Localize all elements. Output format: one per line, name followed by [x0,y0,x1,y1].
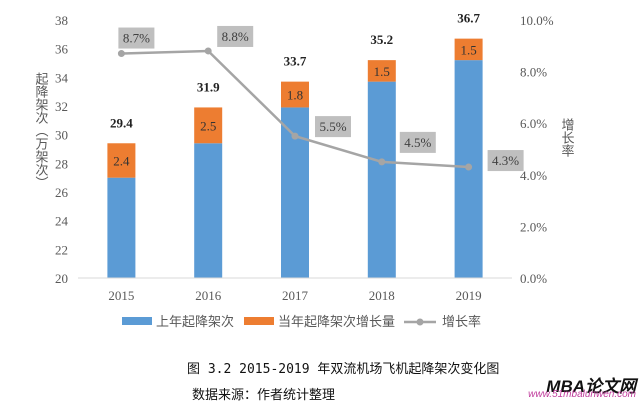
y-tick-label: 36 [55,42,69,57]
y-tick-label: 28 [55,156,68,171]
y-right-tick-label: 10.0% [520,13,554,28]
total-data-label: 33.7 [284,54,307,69]
growth-label-box [487,150,524,172]
legend-swatch-base [122,317,152,325]
total-data-label: 35.2 [370,32,393,47]
legend-label-line: 增长率 [442,314,481,330]
legend-swatch-point [416,318,424,326]
y-tick-label: 30 [55,128,68,143]
bar-base [194,143,223,278]
x-tick-label: 2016 [195,288,222,303]
total-data-label: 31.9 [197,79,220,94]
growth-label-box [399,131,436,153]
bar-base [367,81,396,278]
growth-data-label: 4.5% [404,135,431,150]
y-right-tick-label: 8.0% [520,65,547,80]
growth-data-label: 8.7% [123,31,150,46]
y-tick-label: 22 [55,242,68,257]
legend-swatch-increase [244,317,274,325]
y-right-tick-label: 2.0% [520,219,547,234]
total-data-label: 36.7 [457,11,480,26]
y-tick-label: 20 [55,271,68,286]
y-tick-label: 34 [55,70,69,85]
x-tick-label: 2019 [456,288,482,303]
growth-data-label: 8.8% [222,29,249,44]
growth-rate-point [117,50,125,58]
growth-label-box [217,25,254,47]
y-right-axis-title: 增长率 [559,118,575,157]
increase-data-label: 1.5 [374,64,390,79]
bar-increase [107,143,136,178]
x-tick-label: 2018 [369,288,395,303]
y-tick-label: 24 [55,214,69,229]
growth-rate-point [204,47,212,55]
increase-data-label: 2.5 [200,118,216,133]
x-tick-label: 2015 [108,288,134,303]
watermark-logo: MBA论文网 [546,377,636,396]
growth-label-box [315,116,351,138]
growth-rate-point [378,158,386,166]
bar-increase [454,38,483,61]
figure-caption: 图 3.2 2015-2019 年双流机场飞机起降架次变化图 [187,362,500,377]
y-axis-title: 起降架次（万架次） [33,72,49,189]
growth-rate-point [465,163,473,171]
legend-label-base: 上年起降架次 [156,314,234,330]
increase-data-label: 1.5 [460,42,476,57]
y-right-tick-label: 4.0% [520,168,547,183]
total-data-label: 29.4 [110,115,133,130]
y-right-tick-label: 0.0% [520,271,547,286]
legend-label-increase: 当年起降架次增长量 [278,314,395,330]
bar-base [107,177,136,278]
growth-data-label: 4.3% [492,153,519,168]
growth-data-label: 5.5% [319,119,346,134]
increase-data-label: 2.4 [113,153,130,168]
growth-rate-point [291,132,299,140]
y-right-tick-label: 6.0% [520,116,547,131]
y-tick-label: 26 [55,185,69,200]
x-tick-label: 2017 [282,288,309,303]
watermark-url: www.51mbalunwen.com [528,389,636,400]
y-tick-label: 32 [55,99,68,114]
bar-increase [281,81,309,108]
bar-increase [194,107,223,144]
bar-increase [367,60,396,82]
data-source: 数据来源：作者统计整理 [192,388,336,403]
y-tick-label: 38 [55,13,68,28]
growth-label-box [118,27,155,49]
increase-data-label: 1.8 [287,88,303,103]
